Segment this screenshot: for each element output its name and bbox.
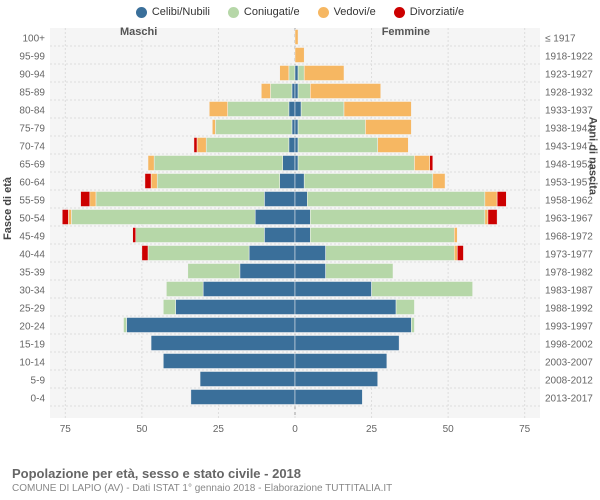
legend: Celibi/Nubili Coniugati/e Vedovi/e Divorzia… bbox=[0, 0, 600, 18]
svg-text:1983-1987: 1983-1987 bbox=[545, 286, 593, 297]
svg-text:1978-1982: 1978-1982 bbox=[545, 268, 593, 279]
svg-text:50: 50 bbox=[136, 424, 148, 435]
svg-text:70-74: 70-74 bbox=[19, 142, 45, 153]
svg-text:10-14: 10-14 bbox=[19, 358, 45, 369]
gender-label-female: Femmine bbox=[382, 26, 430, 38]
svg-text:1998-2002: 1998-2002 bbox=[545, 340, 593, 351]
svg-text:75: 75 bbox=[60, 424, 72, 435]
legend-swatch bbox=[394, 7, 405, 18]
legend-swatch bbox=[318, 7, 329, 18]
legend-label: Divorziati/e bbox=[410, 6, 464, 18]
svg-text:45-49: 45-49 bbox=[19, 232, 45, 243]
svg-text:1968-1972: 1968-1972 bbox=[545, 232, 593, 243]
legend-item-3: Divorziati/e bbox=[394, 6, 464, 18]
svg-text:1923-1927: 1923-1927 bbox=[545, 70, 593, 81]
svg-text:1933-1937: 1933-1937 bbox=[545, 106, 593, 117]
legend-swatch bbox=[228, 7, 239, 18]
svg-text:50-54: 50-54 bbox=[19, 214, 45, 225]
svg-text:1958-1962: 1958-1962 bbox=[545, 196, 593, 207]
svg-text:55-59: 55-59 bbox=[19, 196, 45, 207]
legend-label: Coniugati/e bbox=[244, 6, 300, 18]
svg-text:1963-1967: 1963-1967 bbox=[545, 214, 593, 225]
legend-label: Celibi/Nubili bbox=[152, 6, 210, 18]
svg-text:2013-2017: 2013-2017 bbox=[545, 394, 593, 405]
svg-text:25: 25 bbox=[366, 424, 378, 435]
svg-text:80-84: 80-84 bbox=[19, 106, 45, 117]
svg-text:1973-1977: 1973-1977 bbox=[545, 250, 593, 261]
svg-text:75-79: 75-79 bbox=[19, 124, 45, 135]
svg-text:25-29: 25-29 bbox=[19, 304, 45, 315]
svg-text:20-24: 20-24 bbox=[19, 322, 45, 333]
chart-subtitle: COMUNE DI LAPIO (AV) - Dati ISTAT 1° gen… bbox=[12, 483, 392, 494]
svg-text:15-19: 15-19 bbox=[19, 340, 45, 351]
svg-text:1928-1932: 1928-1932 bbox=[545, 88, 593, 99]
svg-text:60-64: 60-64 bbox=[19, 178, 45, 189]
svg-text:40-44: 40-44 bbox=[19, 250, 45, 261]
svg-text:2003-2007: 2003-2007 bbox=[545, 358, 593, 369]
svg-text:5-9: 5-9 bbox=[31, 376, 46, 387]
svg-text:30-34: 30-34 bbox=[19, 286, 45, 297]
legend-swatch bbox=[136, 7, 147, 18]
svg-text:95-99: 95-99 bbox=[19, 52, 45, 63]
svg-text:1988-1992: 1988-1992 bbox=[545, 304, 593, 315]
svg-text:0-4: 0-4 bbox=[31, 394, 46, 405]
legend-item-2: Vedovi/e bbox=[318, 6, 376, 18]
chart-title: Popolazione per età, sesso e stato civil… bbox=[12, 466, 392, 481]
svg-text:90-94: 90-94 bbox=[19, 70, 45, 81]
pyramid-plot: 100+ ≤ 1917 95-99 1918-1922 90-94 1923-1927 85… bbox=[0, 18, 600, 450]
svg-text:65-69: 65-69 bbox=[19, 160, 45, 171]
legend-item-1: Coniugati/e bbox=[228, 6, 300, 18]
legend-label: Vedovi/e bbox=[334, 6, 376, 18]
svg-text:35-39: 35-39 bbox=[19, 268, 45, 279]
svg-text:75: 75 bbox=[519, 424, 531, 435]
axis-title-left: Fasce di età bbox=[2, 177, 14, 240]
svg-text:25: 25 bbox=[213, 424, 225, 435]
gender-label-male: Maschi bbox=[120, 26, 157, 38]
svg-text:1993-1997: 1993-1997 bbox=[545, 322, 593, 333]
axis-title-right: Anni di nascita bbox=[586, 117, 598, 195]
svg-text:100+: 100+ bbox=[22, 34, 45, 45]
legend-item-0: Celibi/Nubili bbox=[136, 6, 210, 18]
svg-text:2008-2012: 2008-2012 bbox=[545, 376, 593, 387]
svg-text:0: 0 bbox=[292, 424, 298, 435]
svg-text:50: 50 bbox=[443, 424, 455, 435]
svg-text:≤ 1917: ≤ 1917 bbox=[545, 34, 576, 45]
svg-text:85-89: 85-89 bbox=[19, 88, 45, 99]
chart-footer: Popolazione per età, sesso e stato civil… bbox=[12, 466, 392, 494]
svg-text:1918-1922: 1918-1922 bbox=[545, 52, 593, 63]
population-pyramid-chart: Celibi/Nubili Coniugati/e Vedovi/e Divorzia… bbox=[0, 0, 600, 500]
